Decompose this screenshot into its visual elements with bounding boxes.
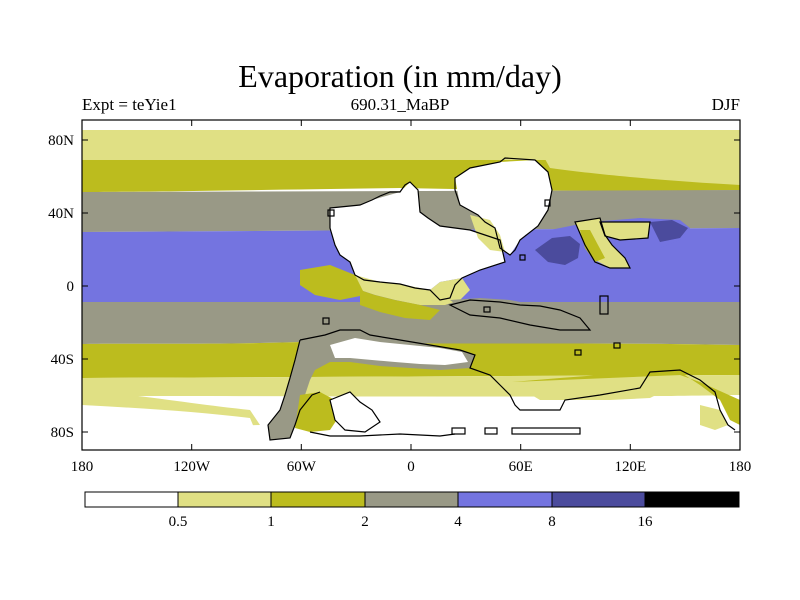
lon-label-60w: 60W: [287, 459, 317, 475]
lat-ticks: [82, 139, 740, 433]
colorbar-box-6: [644, 491, 740, 508]
lat-label-80n: 80N: [48, 133, 74, 149]
colorbar-box-5: [551, 491, 646, 508]
colorbar-label-2: 2: [361, 514, 369, 530]
evaporation-field: [82, 120, 740, 450]
time-label: 690.31_MaBP: [350, 95, 450, 114]
coastlines: [267, 157, 736, 441]
experiment-label: Expt = teYie1: [82, 95, 177, 114]
lat-label-40s: 40S: [51, 352, 74, 368]
lat-label-eq: 0: [67, 279, 75, 295]
colorbar-box-3: [364, 491, 459, 508]
colorbar-box-0: [84, 491, 179, 508]
colorbar-box-1: [177, 491, 272, 508]
lon-label-120w: 120W: [173, 459, 211, 475]
lon-label-0: 0: [407, 459, 415, 475]
lon-ticks: [81, 120, 741, 450]
lon-label-180e: 180: [729, 459, 752, 475]
map-title: Evaporation (in mm/day): [238, 58, 562, 94]
colorbar: [84, 491, 740, 508]
colorbar-box-2: [270, 491, 366, 508]
colorbar-box-4: [457, 491, 553, 508]
colorbar-label-3: 4: [454, 514, 462, 530]
lon-label-60e: 60E: [509, 459, 533, 475]
colorbar-label-5: 16: [638, 514, 654, 530]
lat-label-80s: 80S: [51, 425, 74, 441]
colorbar-label-4: 8: [548, 514, 556, 530]
lon-label-180w: 180: [71, 459, 94, 475]
colorbar-label-1: 1: [267, 514, 275, 530]
season-label: DJF: [711, 95, 740, 114]
colorbar-label-0: 0.5: [169, 514, 188, 530]
lat-label-40n: 40N: [48, 206, 74, 222]
lon-label-120e: 120E: [614, 459, 646, 475]
